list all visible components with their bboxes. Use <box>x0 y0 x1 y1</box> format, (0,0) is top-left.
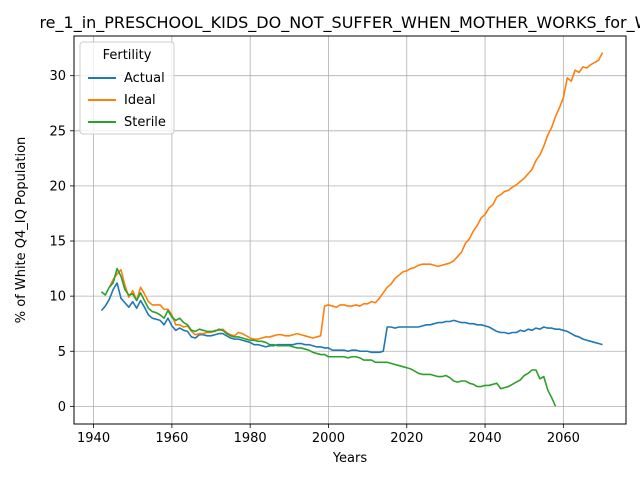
legend: Fertility Actual Ideal Sterile <box>80 42 174 134</box>
x-tick-label: 1960 <box>155 431 188 446</box>
y-tick-label: 15 <box>49 235 66 250</box>
y-tick-label: 30 <box>49 69 66 84</box>
x-tick-label: 1940 <box>77 431 110 446</box>
x-axis-title: Years <box>332 451 368 466</box>
x-axis: 1940 1960 1980 2000 2020 2040 2060 <box>77 424 580 446</box>
y-tick-label: 25 <box>49 124 66 139</box>
x-tick-label: 2040 <box>469 431 502 446</box>
chart-title: re_1_in_PRESCHOOL_KIDS_DO_NOT_SUFFER_WHE… <box>39 13 640 33</box>
legend-label-actual: Actual <box>124 71 165 86</box>
legend-label-sterile: Sterile <box>124 115 166 130</box>
y-tick-label: 5 <box>58 345 66 360</box>
y-tick-label: 20 <box>49 179 66 194</box>
legend-label-ideal: Ideal <box>124 93 156 108</box>
x-tick-label: 2000 <box>312 431 345 446</box>
y-tick-label: 0 <box>58 400 66 415</box>
y-tick-label: 10 <box>49 290 66 305</box>
x-tick-label: 2020 <box>390 431 423 446</box>
legend-title: Fertility <box>103 48 152 63</box>
x-tick-label: 1980 <box>234 431 267 446</box>
y-axis: 0 5 10 15 20 25 30 <box>49 69 74 415</box>
x-tick-label: 2060 <box>547 431 580 446</box>
y-axis-title: % of White Q4_IQ Population <box>14 137 29 324</box>
series-line-actual <box>101 283 602 352</box>
series-layer <box>101 53 602 407</box>
